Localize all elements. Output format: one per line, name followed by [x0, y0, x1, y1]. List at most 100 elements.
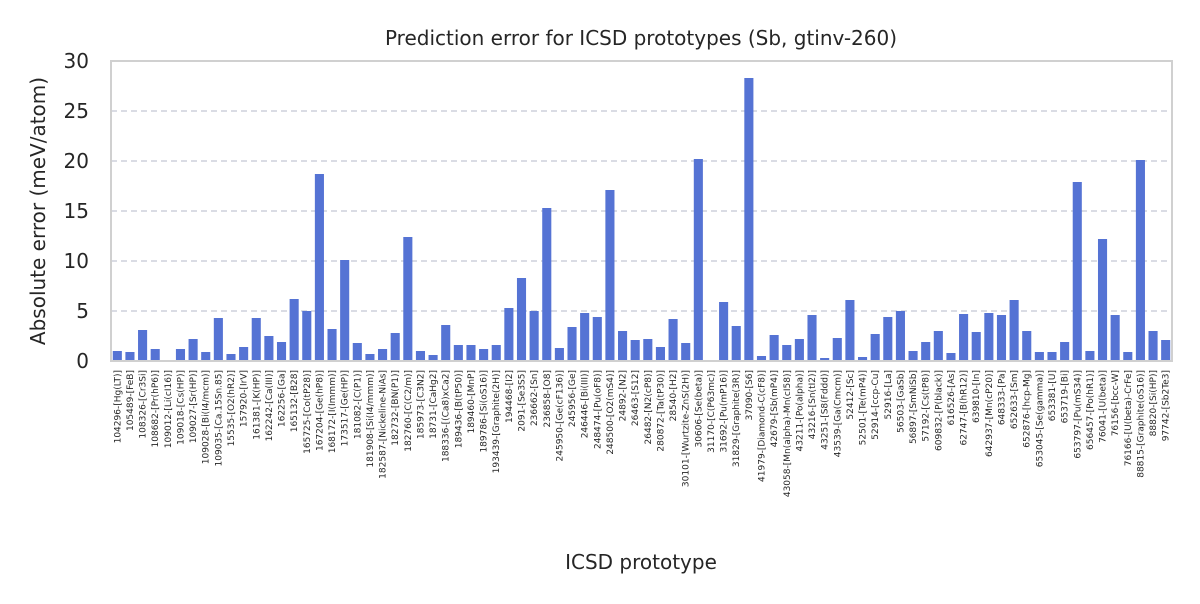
bars	[112, 78, 1171, 361]
x-tick-label: 52914-[ccp-Cu]	[871, 370, 881, 440]
bar	[883, 317, 893, 361]
bar	[516, 278, 527, 361]
x-tick-label: 43211-[Po(alpha)]	[795, 370, 805, 451]
x-tick-label: 188336-[(Ca8)xCa2]	[442, 370, 452, 462]
y-tick-label: 20	[64, 149, 89, 173]
x-tick-label: 109012-[Li(cI16)]	[164, 370, 174, 448]
plot-frame	[110, 60, 1173, 362]
y-tick-label: 25	[64, 99, 89, 123]
x-tick-label: 245950-[Ge(cF136)]	[555, 370, 565, 461]
x-tick-label: 76166-[U(beta)-CrFe]	[1124, 370, 1134, 466]
bar	[365, 354, 375, 361]
bar	[264, 336, 274, 361]
x-tick-label: 236858-[O8]	[543, 370, 553, 427]
x-tick-label: 248474-[Pu(oF8)]	[593, 370, 603, 449]
x-tick-label: 42679-[Sb(mP4)]	[770, 370, 780, 447]
bar	[857, 357, 868, 361]
x-tick-label: 653045-[Se(gamma)]	[1035, 370, 1045, 467]
x-tick-label: 15535-[O2(hR2)]	[227, 370, 237, 446]
x-tick-label: 280872-[Ta(tP30)]	[656, 370, 666, 452]
y-tick-label: 30	[64, 49, 89, 73]
bar	[921, 342, 931, 361]
y-tick-label: 0	[76, 349, 89, 373]
x-tick-label: 165725-[Co(tP28)]	[303, 370, 313, 454]
bar	[832, 338, 842, 361]
x-tick-label: 167204-[Ge(hP8)]	[315, 370, 325, 451]
bar	[1009, 300, 1019, 361]
bar	[226, 354, 236, 361]
bar	[251, 318, 261, 361]
x-axis-label: ICSD prototype	[565, 550, 717, 574]
bar	[466, 345, 476, 361]
bar	[1034, 352, 1044, 361]
bar	[150, 349, 160, 361]
bar	[996, 315, 1007, 361]
bar	[403, 237, 413, 361]
x-tick-label: 168172-[I(Immm)]	[328, 370, 338, 453]
bar	[845, 300, 855, 361]
bar	[756, 356, 767, 361]
x-tick-label: 609832-[P(black)]	[934, 370, 944, 451]
bar	[188, 339, 198, 361]
bar	[820, 358, 830, 361]
y-tick-label: 10	[64, 249, 89, 273]
x-tick-label: 182732-[BN(P1)]	[391, 370, 401, 446]
x-tick-label: 157920-[IrV]	[240, 370, 250, 427]
bar	[1123, 352, 1133, 361]
bar	[428, 355, 438, 361]
x-tick-label: 88815-[Graphite(oS16)]	[1136, 370, 1146, 478]
y-tick-label: 5	[76, 299, 89, 323]
bar	[1047, 352, 1057, 361]
x-tick-label: 162242-[Ca(III)]	[265, 370, 275, 441]
x-tick-label: 648333-[Pa]	[997, 370, 1007, 425]
bar	[378, 349, 388, 361]
bar	[908, 351, 918, 361]
bar	[655, 347, 665, 361]
x-tick-label: 88820-[Si(HP)]	[1149, 370, 1159, 436]
gridlines	[111, 110, 1172, 312]
x-tick-label: 104296-[Hg(LT)]	[113, 370, 123, 443]
x-tick-label: 62747-[B(hR12)]	[960, 370, 970, 446]
x-tick-label: 43251-[S8(Fddd)]	[821, 370, 831, 450]
bar	[744, 78, 754, 361]
x-tick-label: 652633-[Sm]	[1010, 370, 1020, 429]
x-tick-label: 161381-[K(HP)]	[252, 370, 262, 440]
bar	[630, 340, 640, 361]
x-tick-label: 109018-[Cs(HP)]	[176, 370, 186, 445]
x-tick-label: 26463-[S12]	[631, 370, 641, 426]
bar	[1110, 315, 1120, 361]
x-tick-label: 43539-[Ga(Cmcm)]	[833, 370, 843, 457]
x-tick-label: 37090-[S6]	[745, 370, 755, 420]
bar	[946, 353, 956, 361]
bar	[693, 159, 703, 361]
x-tick-label: 109028-[Bi(I4/mcm)]	[202, 370, 212, 464]
bar	[352, 343, 362, 361]
bar	[239, 347, 249, 361]
x-tick-label: 182760-[C(C2/m)]	[404, 370, 414, 452]
x-tick-label: 31829-[Graphite(3R)]	[732, 370, 742, 467]
bar	[289, 299, 299, 361]
bar	[1148, 331, 1158, 361]
bar	[971, 332, 981, 361]
x-tick-label: 30101-[Wurtzite-ZnS(2H)]	[682, 370, 692, 487]
bar	[933, 331, 943, 361]
x-tick-label: 653797-[Pu(mS34)]	[1073, 370, 1083, 459]
x-tick-label: 194468-[I2]	[505, 370, 515, 423]
bar	[719, 302, 729, 361]
x-tick-label: 245956-[Ge]	[568, 370, 578, 427]
bar	[340, 260, 350, 361]
x-tick-label: 2091-[Se3S5]	[518, 370, 528, 432]
x-tick-label: 109035-[Ca.15Sn.85]	[214, 370, 224, 466]
x-tick-label: 24892-[N2]	[619, 370, 629, 421]
bar	[959, 314, 969, 361]
x-tick-label: 97742-[Sb2Te3]	[1162, 370, 1172, 441]
x-tick-label: 193439-[Graphite(2H)]	[492, 370, 502, 473]
x-tick-label: 57192-[Cs(tP8)]	[922, 370, 932, 442]
bar	[201, 352, 211, 361]
bar	[668, 319, 678, 361]
x-tick-label: 52916-[La]	[884, 370, 894, 419]
x-tick-label: 248500-[O2(mS4)]	[606, 370, 616, 455]
x-tick-label: 52412-[Sc]	[846, 370, 856, 420]
